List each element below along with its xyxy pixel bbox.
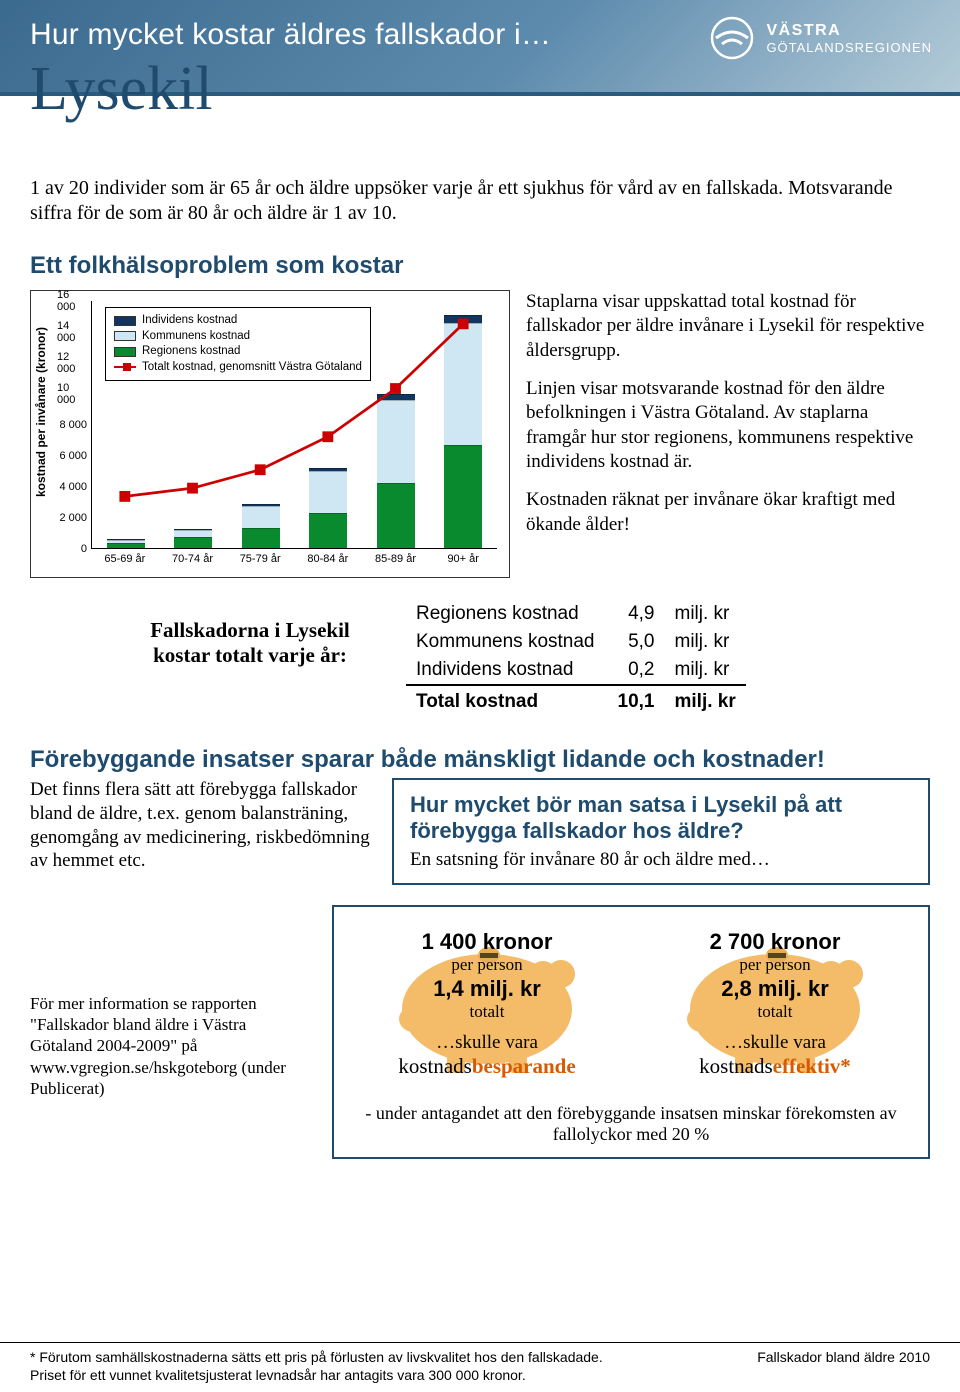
chart-desc-2: Linjen visar motsvarande kostnad för den… xyxy=(526,377,930,474)
chart-description: Staplarna visar uppskattad total kostnad… xyxy=(526,290,930,578)
piggy-left-amount: 1 400 kronor xyxy=(348,929,626,955)
piggy-right-would: …skulle vara xyxy=(636,1032,914,1054)
piggy-left-mil: 1,4 milj. kr xyxy=(348,976,626,1002)
piggy-right-kw: kostnadseffektiv* xyxy=(636,1054,914,1079)
cost-table: Regionens kostnad4,9milj. krKommunens ko… xyxy=(406,600,746,716)
vgr-logo-icon xyxy=(708,14,756,62)
chart-row: kostnad per invånare (kronor) 02 0004 00… xyxy=(0,286,960,578)
prevent-sub: En satsning för invånare 80 år och äldre… xyxy=(410,849,912,871)
cost-label-2: kostar totalt varje år: xyxy=(153,643,347,667)
header: Hur mycket kostar äldres fallskador i… L… xyxy=(0,0,960,170)
intro-text: 1 av 20 individer som är 65 år och äldre… xyxy=(0,170,960,234)
prevent-row: Det finns flera sätt att förebygga falls… xyxy=(0,778,960,885)
piggy-right-tot: totalt xyxy=(636,1002,914,1022)
logo: VÄSTRA GÖTALANDSREGIONEN xyxy=(708,14,932,62)
piggy-left-per: per person xyxy=(348,955,626,975)
info-reference: För mer information se rapporten "Fallsk… xyxy=(30,905,310,1099)
chart-desc-3: Kostnaden räknat per invånare ökar kraft… xyxy=(526,488,930,537)
footer: * Förutom samhällskostnaderna sätts ett … xyxy=(0,1342,960,1392)
footnote: * Förutom samhällskostnaderna sätts ett … xyxy=(30,1349,603,1384)
chart-desc-1: Staplarna visar uppskattad total kostnad… xyxy=(526,290,930,363)
chart-legend: Individens kostnadKommunens kostnadRegio… xyxy=(105,307,371,381)
cost-row: Fallskadorna i Lysekil kostar totalt var… xyxy=(0,578,960,724)
cost-chart: kostnad per invånare (kronor) 02 0004 00… xyxy=(30,290,510,578)
cost-label-1: Fallskadorna i Lysekil xyxy=(150,618,350,642)
logo-text-1: VÄSTRA xyxy=(766,22,932,40)
cost-label: Fallskadorna i Lysekil kostar totalt var… xyxy=(120,600,380,668)
chart-yticks: 02 0004 0006 0008 00010 00012 00014 0001… xyxy=(57,301,91,549)
city-name: Lysekil xyxy=(30,54,930,125)
prevent-left-text: Det finns flera sätt att förebygga falls… xyxy=(30,778,370,885)
piggy-left: 1 400 kronor per person 1,4 milj. kr tot… xyxy=(348,921,626,1097)
piggy-left-tot: totalt xyxy=(348,1002,626,1022)
piggy-note: - under antagandet att den förebyggande … xyxy=(348,1103,914,1145)
piggy-left-kw: kostnadsbesparande xyxy=(348,1054,626,1079)
piggy-box: 1 400 kronor per person 1,4 milj. kr tot… xyxy=(332,905,930,1159)
chart-xticks: 65-69 år70-74 år75-79 år80-84 år85-89 år… xyxy=(91,553,497,571)
piggy-section: För mer information se rapporten "Fallsk… xyxy=(0,885,960,1159)
piggy-right-per: per person xyxy=(636,955,914,975)
chart-y-label: kostnad per invånare (kronor) xyxy=(34,327,48,497)
prevent-title: Förebyggande insatser sparar både mänskl… xyxy=(0,724,960,778)
prevent-question: Hur mycket bör man satsa i Lysekil på at… xyxy=(410,792,912,845)
logo-text-2: GÖTALANDSREGIONEN xyxy=(766,40,932,55)
prevent-box: Hur mycket bör man satsa i Lysekil på at… xyxy=(392,778,930,885)
piggy-right: 2 700 kronor per person 2,8 milj. kr tot… xyxy=(636,921,914,1097)
piggy-right-amount: 2 700 kronor xyxy=(636,929,914,955)
piggy-left-would: …skulle vara xyxy=(348,1032,626,1054)
section1-title: Ett folkhälsoproblem som kostar xyxy=(0,234,960,286)
footer-right: Fallskador bland äldre 2010 xyxy=(757,1349,930,1365)
piggy-right-mil: 2,8 milj. kr xyxy=(636,976,914,1002)
